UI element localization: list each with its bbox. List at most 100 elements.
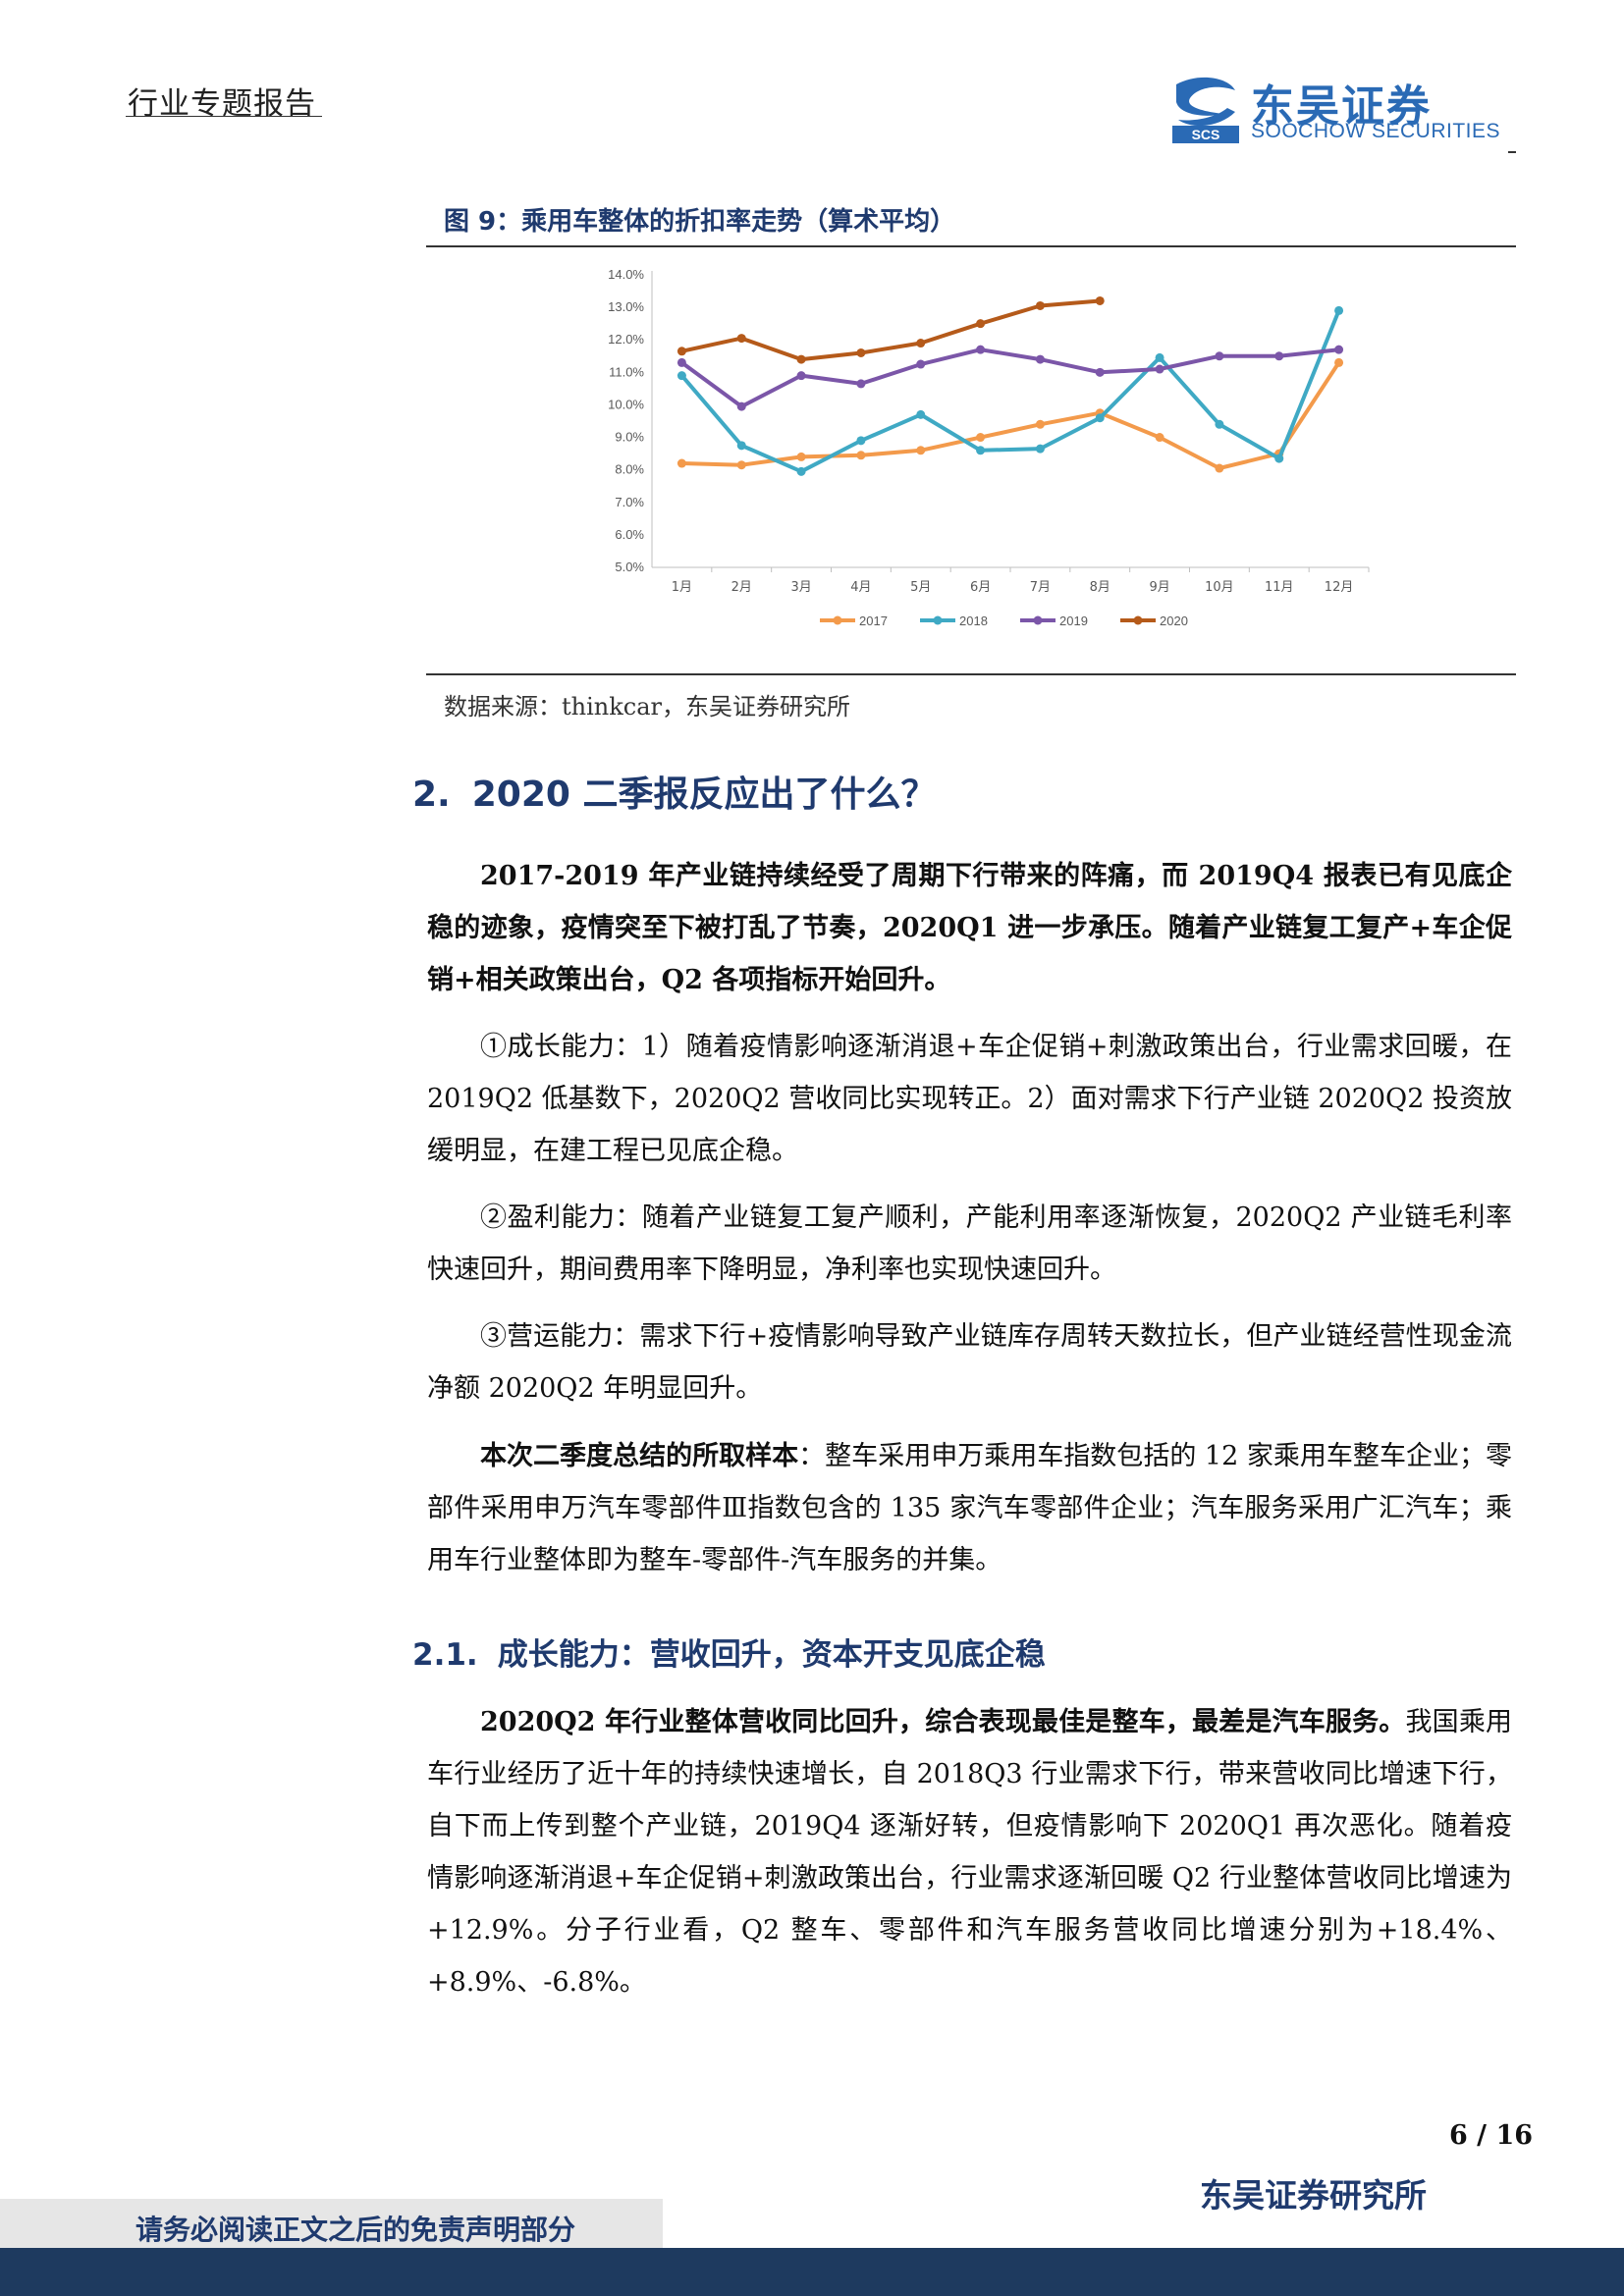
data-point-2019 (1215, 351, 1224, 361)
data-point-2020 (856, 347, 866, 357)
legend-marker-2019 (1033, 615, 1043, 625)
data-point-2020 (796, 354, 806, 364)
paragraph-operation: ③营运能力：需求下行+疫情影响导致产业链库存周转天数拉长，但产业链经营性现金流净… (427, 1321, 1512, 1404)
paragraph-revenue: 2020Q2 年行业整体营收同比回升，综合表现最佳是整车，最差是汽车服务。我国乘… (427, 1696, 1512, 2008)
data-point-2018 (1215, 419, 1224, 429)
data-point-2019 (796, 371, 806, 381)
x-tick-label: 6月 (970, 580, 991, 595)
x-tick-label: 4月 (850, 580, 871, 595)
data-point-2020 (677, 347, 686, 356)
legend-label-2017: 2017 (859, 614, 888, 628)
paragraph-profitability: ②盈利能力：随着产业链复工复产顺利，产能利用率逐渐恢复，2020Q2 产业链毛利… (427, 1202, 1512, 1285)
footer-institute: 东吴证券研究所 (1200, 2176, 1427, 2215)
y-tick-label: 12.0% (608, 332, 644, 347)
revenue-body: 我国乘用车行业经历了近十年的持续快速增长，自 2018Q3 行业需求下行，带来营… (427, 1707, 1512, 1998)
header-underline (126, 116, 322, 117)
x-tick-label: 11月 (1265, 580, 1294, 595)
revenue-lead: 2020Q2 年行业整体营收同比回升，综合表现最佳是整车，最差是汽车服务。 (480, 1707, 1406, 1737)
series-line-2019 (680, 347, 1339, 409)
data-point-2017 (1035, 419, 1045, 429)
x-tick-label: 5月 (910, 580, 931, 595)
legend-label-2018: 2018 (959, 614, 988, 628)
section-number: 2. (412, 774, 451, 815)
data-point-2018 (1274, 454, 1284, 463)
paragraph-sample: 本次二季度总结的所取样本：整车采用申万乘用车指数包括的 12 家乘用车整车企业；… (427, 1430, 1512, 1586)
data-point-2017 (916, 446, 926, 455)
data-point-2019 (677, 357, 686, 367)
data-point-2018 (677, 371, 686, 381)
data-point-2020 (976, 319, 986, 329)
data-point-2018 (796, 466, 806, 476)
paragraph-growth: ①成长能力：1）随着疫情影响逐渐消退+车企促销+刺激政策出台，行业需求回暖，在 … (427, 1032, 1512, 1166)
y-tick-label: 6.0% (615, 527, 644, 542)
data-point-2018 (916, 409, 926, 419)
data-point-2019 (1274, 351, 1284, 361)
brand-name-cn: 东吴证券 (1251, 81, 1432, 132)
y-tick-label: 14.0% (608, 267, 644, 282)
series-line-2017 (681, 361, 1341, 470)
figure-title: 图 9：乘用车整体的折扣率走势（算术平均） (444, 207, 956, 237)
page-number: 6 / 16 (1449, 2120, 1534, 2151)
y-tick-label: 11.0% (609, 364, 644, 379)
data-point-2017 (677, 458, 686, 468)
sample-lead: 本次二季度总结的所取样本 (480, 1441, 799, 1471)
data-point-2017 (1155, 433, 1164, 443)
figure-rule-top (426, 245, 1516, 247)
y-tick-label: 7.0% (615, 495, 644, 509)
data-point-2019 (976, 345, 986, 354)
data-point-2017 (736, 460, 746, 470)
data-point-2020 (736, 334, 746, 344)
data-point-2018 (1095, 413, 1105, 423)
x-tick-label: 12月 (1325, 580, 1354, 595)
legend-marker-2020 (1133, 615, 1143, 625)
y-tick-label: 13.0% (608, 299, 644, 314)
subsection-heading: 2.1. 成长能力：营收回升，资本开支见底企稳 (412, 1629, 1046, 1674)
data-point-2019 (736, 401, 746, 411)
x-tick-label: 2月 (731, 580, 752, 595)
data-point-2017 (856, 451, 866, 460)
x-tick-label: 1月 (672, 580, 692, 595)
data-point-2019 (1155, 364, 1164, 374)
data-point-2019 (1095, 367, 1105, 377)
subsection-number: 2.1. (412, 1637, 478, 1673)
data-point-2017 (1215, 463, 1224, 473)
footer-disclaimer-band (0, 2199, 663, 2250)
section-heading: 2. 2020 二季报反应出了什么？ (412, 766, 936, 817)
data-point-2017 (1334, 357, 1344, 367)
x-tick-label: 3月 (790, 580, 811, 595)
y-tick-label: 5.0% (615, 560, 644, 574)
legend-label-2020: 2020 (1160, 614, 1188, 628)
data-point-2017 (976, 433, 986, 443)
x-tick-label: 7月 (1030, 580, 1051, 595)
legend-marker-2017 (833, 615, 842, 625)
data-point-2019 (856, 379, 866, 389)
data-point-2020 (916, 339, 926, 348)
discount-rate-line-chart: 5.0% 6.0% 7.0% 8.0% 9.0% 10.0% 11.0% 12.0% 13.0%… (608, 267, 1370, 628)
logo-abbr: SCS (1192, 127, 1220, 142)
data-point-2017 (796, 452, 806, 461)
data-point-2019 (916, 359, 926, 369)
data-point-2020 (1095, 295, 1105, 305)
data-point-2018 (1334, 305, 1344, 315)
legend-label-2019: 2019 (1059, 614, 1088, 628)
x-tick-label: 9月 (1149, 580, 1169, 595)
paragraph-summary: 2017-2019 年产业链持续经受了周期下行带来的阵痛，而 2019Q4 报表… (427, 861, 1512, 995)
x-tick-label: 8月 (1090, 580, 1110, 595)
brand-logo: SCS 东吴证券 SOOCHOW SECURITIES (1168, 71, 1502, 151)
section-title: 2020 二季报反应出了什么？ (471, 774, 937, 815)
data-point-2020 (1035, 300, 1045, 310)
data-point-2018 (1035, 444, 1045, 454)
legend-marker-2018 (933, 615, 943, 625)
data-point-2018 (736, 441, 746, 451)
series-line-2020 (680, 298, 1101, 362)
data-point-2019 (1334, 345, 1344, 354)
footer-bar (0, 2248, 1624, 2296)
series-line-2018 (679, 309, 1341, 474)
data-point-2018 (856, 436, 866, 446)
y-tick-label: 8.0% (615, 462, 644, 477)
figure-source: 数据来源：thinkcar，东吴证券研究所 (444, 693, 850, 721)
figure-rule-bottom (426, 673, 1516, 675)
data-point-2018 (1155, 352, 1164, 362)
soochow-logo-icon: SCS (1172, 77, 1239, 143)
data-point-2019 (1035, 354, 1045, 364)
